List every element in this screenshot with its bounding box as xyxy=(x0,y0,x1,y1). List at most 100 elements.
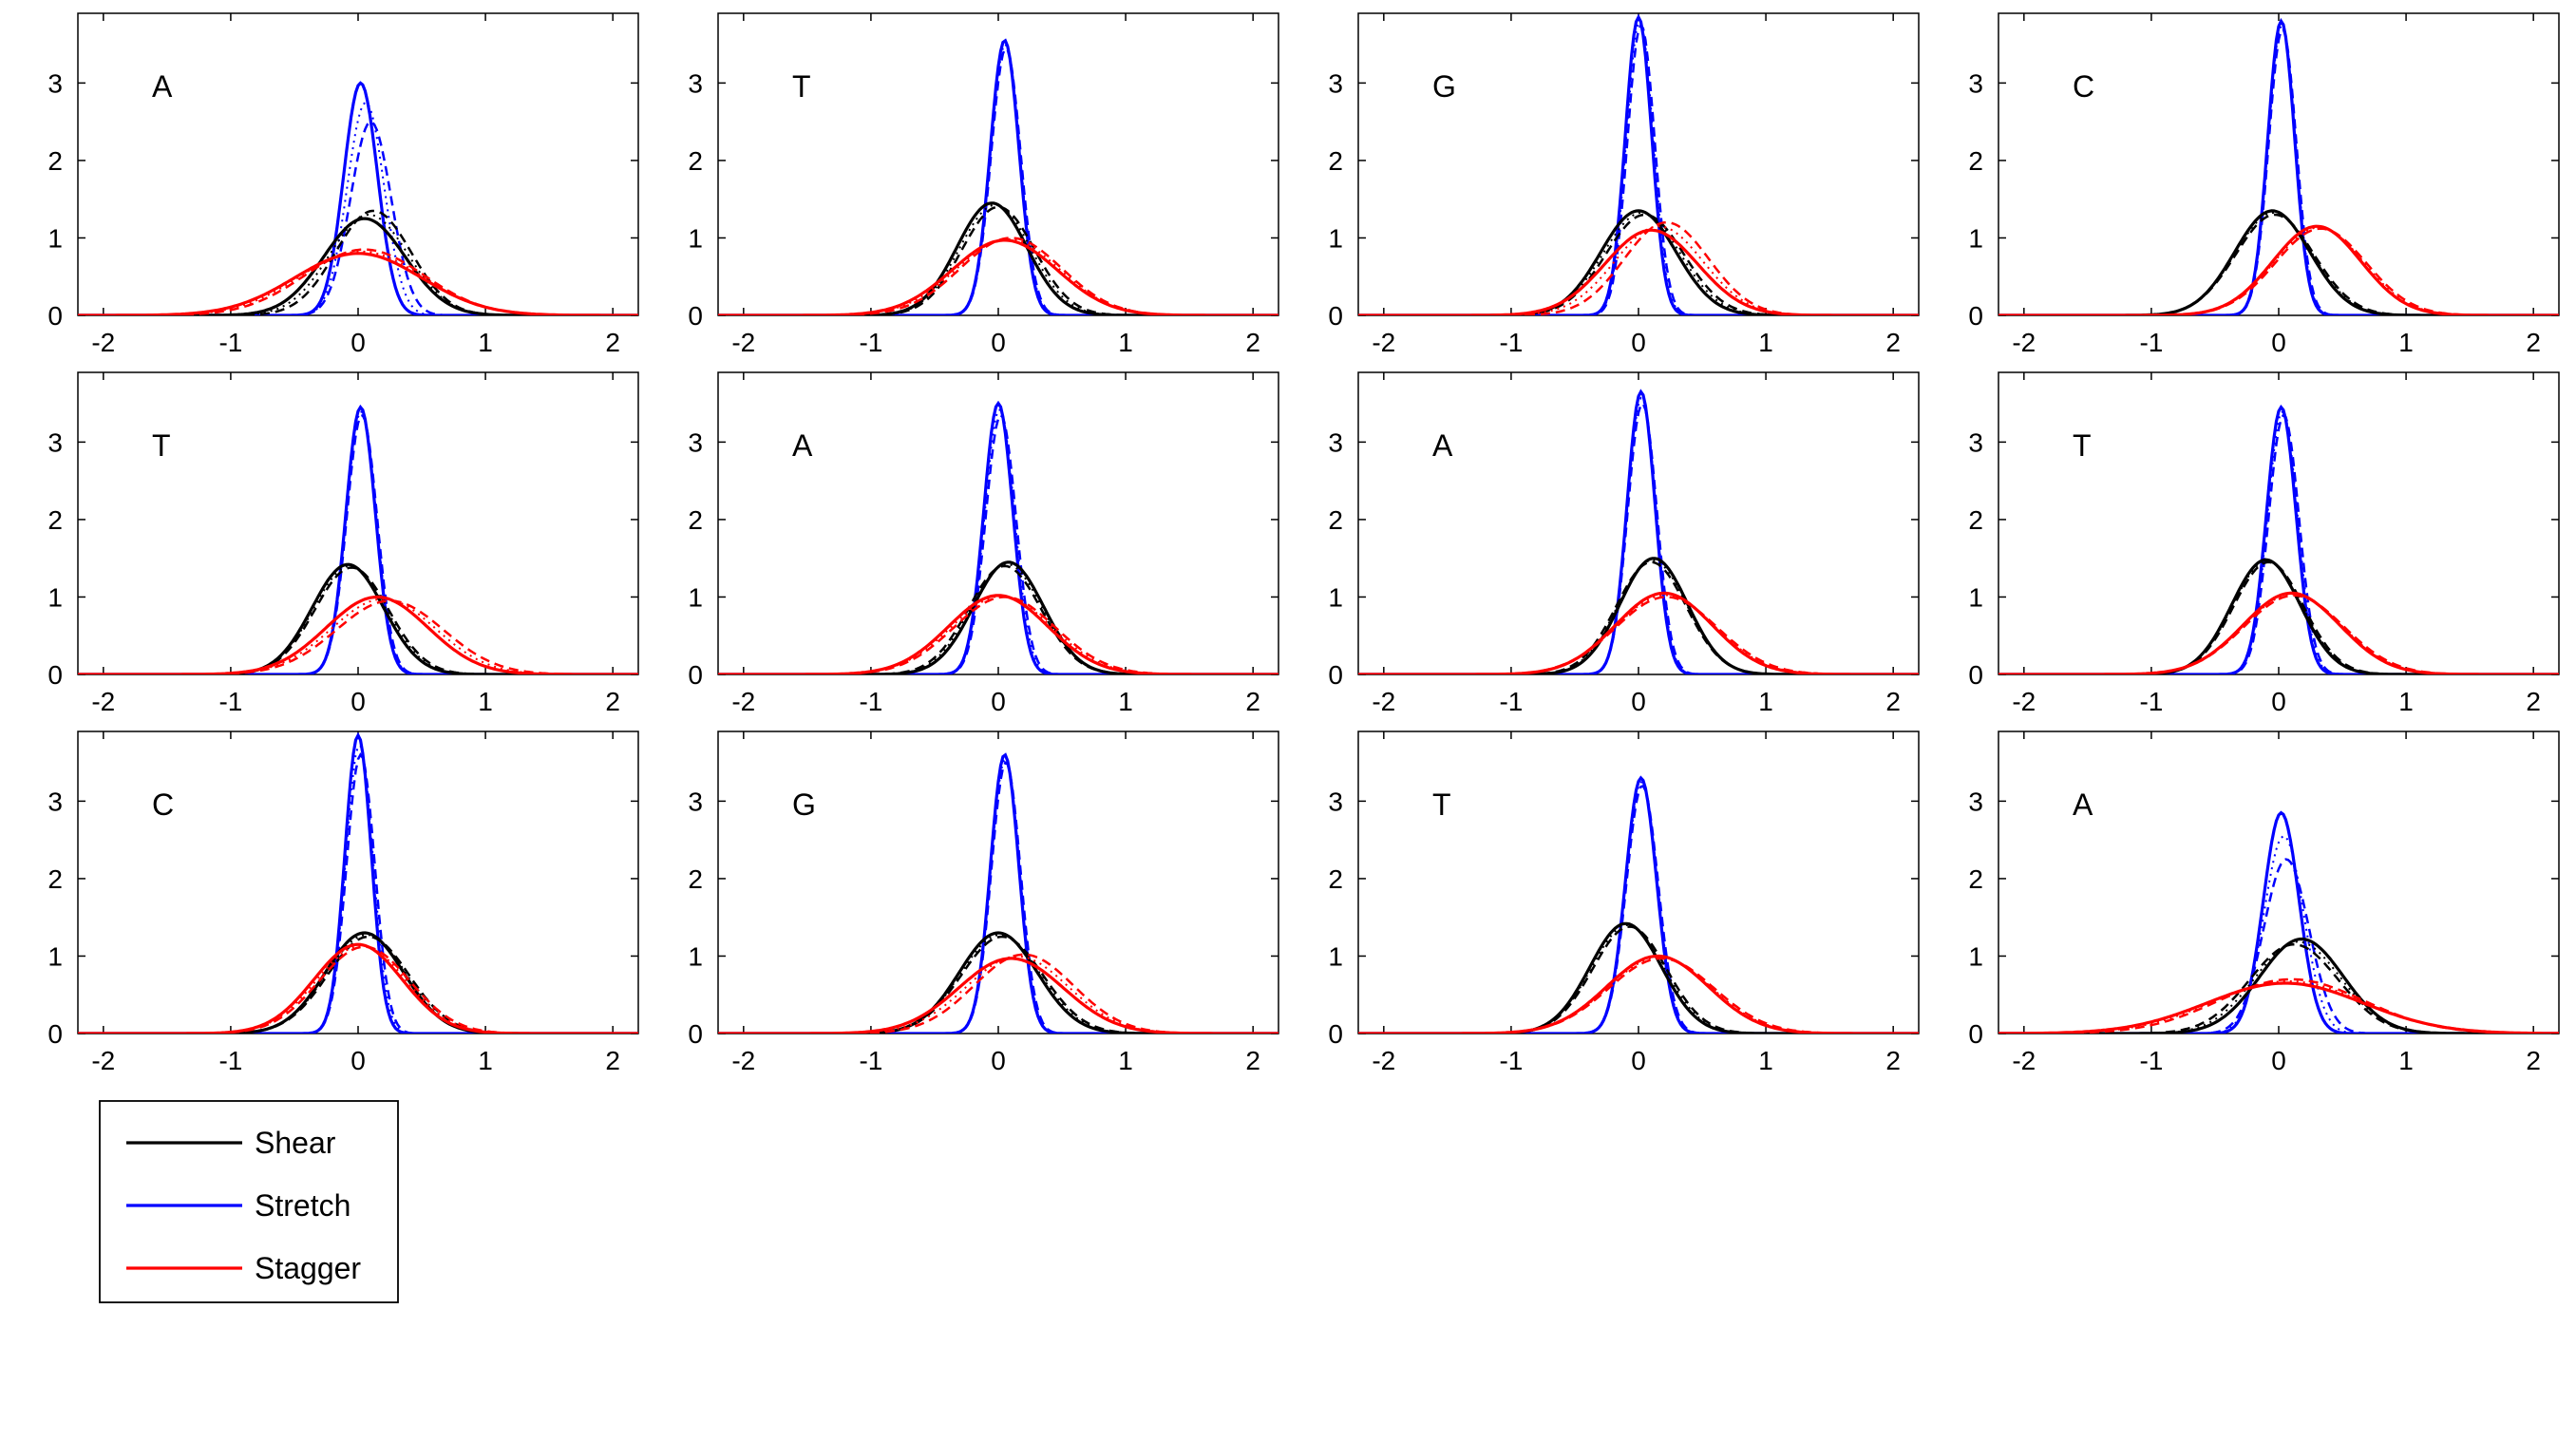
panel-2: -2 -1 0 1 2 0 1 2 3 T xyxy=(688,12,1279,357)
stagger-curve xyxy=(1998,591,2559,674)
x-tick-label: 2 xyxy=(1245,328,1260,357)
y-tick-label: 0 xyxy=(1968,660,1983,690)
x-tick-label: 2 xyxy=(1885,1046,1901,1075)
x-tick-label: 1 xyxy=(478,1046,493,1075)
shear-curve xyxy=(1998,209,2559,315)
y-tick-label: 0 xyxy=(688,1019,703,1049)
shear-curve xyxy=(1998,558,2559,674)
stagger-curve xyxy=(718,238,1279,315)
x-tick-label: 1 xyxy=(1118,328,1133,357)
x-tick-label: -1 xyxy=(859,328,882,357)
stretch-curve xyxy=(1358,775,1919,1034)
y-tick-label: 2 xyxy=(47,146,63,176)
x-tick-label: 1 xyxy=(1118,687,1133,716)
stretch-curve xyxy=(718,400,1279,674)
shear-curve xyxy=(718,201,1279,315)
legend-label-stretch: Stretch xyxy=(255,1188,350,1223)
panel-label: C xyxy=(152,787,174,822)
curves xyxy=(1358,775,1919,1034)
y-tick-label: 1 xyxy=(47,941,63,971)
shear-curve xyxy=(78,217,638,315)
y-tick-label: 2 xyxy=(1328,505,1343,535)
panel-label: G xyxy=(1432,69,1456,104)
y-tick-label: 1 xyxy=(688,941,703,971)
y-tick-label: 0 xyxy=(47,1019,63,1049)
x-tick-label: 1 xyxy=(1758,328,1773,357)
shear-curve xyxy=(1358,209,1919,315)
shear-curve-dashed xyxy=(718,935,1279,1034)
y-tick-label: 2 xyxy=(1968,505,1983,535)
x-tick-label: 0 xyxy=(1631,687,1646,716)
x-tick-label: 2 xyxy=(1245,687,1260,716)
y-tick-label: 3 xyxy=(47,68,63,98)
curves xyxy=(1358,13,1919,315)
curves xyxy=(1358,389,1919,674)
y-tick-label: 1 xyxy=(1328,941,1343,971)
x-tick-label: -1 xyxy=(859,1046,882,1075)
stagger-curve xyxy=(1358,954,1919,1034)
stretch-curve-dashed xyxy=(78,413,638,674)
curves xyxy=(1998,404,2559,674)
panel-5: -2 -1 0 1 2 0 1 2 3 T xyxy=(47,371,639,716)
stretch-curve xyxy=(1358,13,1919,315)
x-tick-label: 0 xyxy=(991,328,1006,357)
x-tick-label: -2 xyxy=(731,328,755,357)
x-tick-label: 1 xyxy=(478,328,493,357)
x-tick-label: -1 xyxy=(218,328,242,357)
stagger-curve-dotted xyxy=(78,598,638,674)
y-tick-label: 0 xyxy=(1968,1019,1983,1049)
x-tick-label: 1 xyxy=(1118,1046,1133,1075)
y-tick-label: 1 xyxy=(1328,582,1343,612)
x-tick-label: 2 xyxy=(1245,1046,1260,1075)
y-tick-label: 3 xyxy=(1968,427,1983,457)
x-tick-label: -2 xyxy=(731,1046,755,1075)
panel-label: T xyxy=(792,69,811,104)
x-tick-label: -2 xyxy=(91,687,115,716)
y-tick-label: 3 xyxy=(1968,68,1983,98)
stretch-curve-dashed xyxy=(1358,402,1919,674)
legend: Shear Stretch Stagger xyxy=(99,1100,399,1303)
x-tick-label: 0 xyxy=(1631,1046,1646,1075)
shear-curve-dashed xyxy=(1358,213,1919,315)
y-tick-label: 3 xyxy=(47,787,63,816)
x-tick-label: 2 xyxy=(605,1046,620,1075)
stagger-curve-dashed xyxy=(1998,594,2559,674)
shear-curve xyxy=(1998,937,2559,1034)
x-tick-label: -2 xyxy=(2012,1046,2036,1075)
x-tick-label: 2 xyxy=(2526,328,2541,357)
y-tick-label: 2 xyxy=(1968,864,1983,894)
y-tick-label: 1 xyxy=(688,582,703,612)
x-tick-label: 0 xyxy=(991,1046,1006,1075)
x-tick-label: -1 xyxy=(859,687,882,716)
y-tick-label: 3 xyxy=(688,68,703,98)
stretch-curve-dashed xyxy=(1998,28,2559,315)
shear-curve xyxy=(1358,921,1919,1034)
stagger-curve xyxy=(1998,224,2559,315)
x-tick-label: -1 xyxy=(2139,687,2163,716)
y-tick-label: 0 xyxy=(688,660,703,690)
y-tick-label: 3 xyxy=(688,427,703,457)
stagger-curve xyxy=(1358,228,1919,315)
shear-curve xyxy=(718,560,1279,674)
x-tick-label: 0 xyxy=(350,1046,366,1075)
stretch-curve xyxy=(1998,17,2559,315)
stretch-curve-dashed xyxy=(1998,413,2559,674)
curves xyxy=(78,81,638,315)
panel-label: A xyxy=(1432,428,1453,463)
x-tick-label: 1 xyxy=(1758,1046,1773,1075)
stretch-curve xyxy=(78,404,638,674)
y-tick-label: 2 xyxy=(688,505,703,535)
y-tick-label: 2 xyxy=(688,864,703,894)
x-tick-label: 2 xyxy=(1885,687,1901,716)
curves xyxy=(1998,17,2559,315)
stretch-curve-dashed xyxy=(78,752,638,1034)
x-tick-label: -2 xyxy=(2012,328,2036,357)
stretch-curve xyxy=(1998,404,2559,674)
y-tick-label: 1 xyxy=(47,223,63,253)
stretch-curve-dashed xyxy=(1998,858,2559,1034)
y-tick-label: 3 xyxy=(47,427,63,457)
panel-label: T xyxy=(2073,428,2092,463)
panel-9: -2 -1 0 1 2 0 1 2 3 C xyxy=(47,730,639,1075)
x-tick-label: -1 xyxy=(1499,328,1523,357)
shear-curve xyxy=(1358,557,1919,674)
